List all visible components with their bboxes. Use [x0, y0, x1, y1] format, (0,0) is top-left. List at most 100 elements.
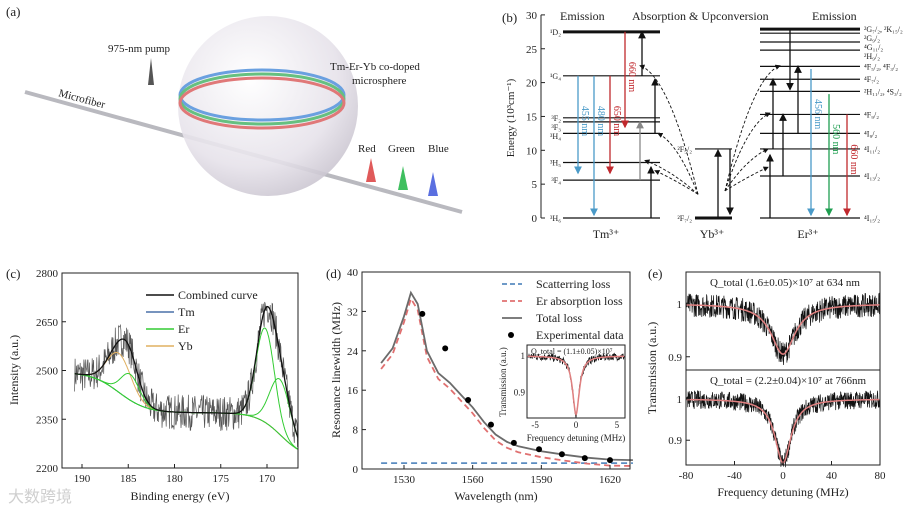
inset-y-axis-label: Transmission (a.u.) [498, 347, 508, 416]
x-tick-label: -40 [727, 470, 742, 482]
panel-a: (a) 975-nm pump Tm-Er-Yb co-doped micros… [6, 4, 463, 214]
x-tick-label: 175 [213, 473, 230, 485]
experimental-data-point [487, 421, 494, 428]
plot-frame [61, 272, 299, 469]
title-emission-right: Emission [812, 9, 857, 23]
inset-x-tick-label: 0 [574, 420, 579, 430]
y-tick-label: 1 [677, 299, 683, 311]
energy-transfer-arrow [724, 148, 769, 192]
x-tick-label: 1620 [599, 474, 622, 486]
y-tick-label: 24 [347, 346, 359, 358]
panel-c-label: (c) [6, 266, 20, 281]
x-tick-label: 180 [166, 473, 183, 485]
experimental-data-point [442, 345, 449, 352]
energy-transfer-arrow [654, 170, 699, 195]
lorentzian-fit-curve [686, 304, 880, 355]
legend-label: Tm [178, 305, 195, 319]
emission-label: 660 nm [626, 62, 637, 92]
ion-label-er: Er³⁺ [797, 227, 818, 241]
pump-label: 975-nm pump [108, 43, 171, 55]
y-axis-label: Energy (10³cm⁻¹) [505, 78, 517, 157]
energy-level-label: ²G₇/₂, ²K₁₅/₂ [864, 25, 903, 34]
y-axis-label: Resonance linewidth (MHz) [329, 302, 343, 438]
panel-c: 190 185 180 175 170 2200 2350 2500 2650 2800 (c) Bi… [6, 266, 299, 503]
sphere-label-2: microsphere [352, 75, 406, 87]
energy-level-label: ³H₅ [550, 158, 561, 167]
panel-d-label: (d) [326, 266, 341, 281]
energy-level-label: ⁴I₁₃/₂ [864, 172, 880, 181]
inset-fit-curve [527, 355, 625, 416]
panel-d: 1530 1560 1590 1620 0 8 16 24 32 40 (d) Wavelength … [326, 266, 633, 503]
green-label: Green [388, 143, 415, 155]
y-tick-label: 10 [526, 145, 538, 157]
series-1-line [380, 296, 633, 467]
x-tick-label: -80 [679, 470, 694, 482]
title-emission-left: Emission [560, 9, 605, 23]
title-absorption: Absorption & Upconversion [632, 9, 769, 23]
panel-b: (b) 0 5 10 15 20 25 30 Energy (10³cm⁻¹) Emission A… [502, 9, 903, 241]
x-tick-label: 1530 [393, 474, 416, 486]
energy-level-label: ²F₇/₂ [677, 214, 692, 223]
y-tick-label: 2200 [36, 463, 59, 475]
y-tick-label: 30 [526, 10, 538, 22]
energy-transfer-arrow [724, 64, 781, 192]
y-tick-label: 15 [526, 111, 538, 123]
y-axis-label: Transmission (a.u.) [645, 322, 659, 415]
experimental-data-point [510, 439, 517, 446]
energy-transfer-arrow [724, 166, 769, 192]
energy-transfer-arrow [644, 159, 699, 195]
legend-label: Combined curve [178, 288, 258, 302]
energy-level-label: ²H₁₁/₂, ⁴S₃/₂ [864, 87, 902, 96]
sphere-label-1: Tm-Er-Yb co-doped [330, 61, 420, 73]
red-ring [178, 76, 346, 130]
y-tick-label: 40 [347, 267, 359, 279]
experimental-data-point [419, 310, 426, 317]
y-tick-label: 32 [347, 306, 358, 318]
combined-fit-curve [74, 305, 299, 439]
energy-level-label: ¹G₄ [550, 72, 561, 81]
energy-level-label: ⁴F₅/₂, ⁴F₃/₂ [864, 62, 898, 71]
panel-b-label: (b) [502, 10, 517, 25]
x-axis-label: Wavelength (nm) [454, 489, 537, 503]
emission-label: 455 nm [579, 106, 590, 137]
x-tick-label: 1590 [530, 474, 553, 486]
ion-label-yb: Yb³⁺ [700, 227, 725, 241]
energy-level-label: ⁴I₁₁/₂ [864, 145, 880, 154]
panel-e: 0.9 1 Q_total (1.6±0.05)×10⁷ at 634 nm 0.9 1… [645, 266, 886, 499]
energy-level-label: ¹D₂ [550, 28, 561, 37]
y-tick-label: 0 [532, 213, 538, 225]
x-tick-label: 190 [74, 473, 91, 485]
x-tick-label: 80 [875, 470, 887, 482]
emission-label: 650 nm [611, 106, 622, 137]
energy-transfer-arrow [724, 112, 771, 192]
red-pulse [366, 158, 376, 182]
y-tick-label: 0 [353, 464, 359, 476]
legend-label: Yb [178, 339, 193, 353]
y-tick-label: 25 [526, 44, 538, 56]
red-label: Red [358, 143, 376, 155]
x-axis-label: Frequency detuning (MHz) [717, 485, 848, 499]
experimental-data-point [465, 397, 472, 404]
inset-y-tick-label: 0.9 [514, 387, 526, 397]
q-annotation: Q_total = (2.2±0.04)×10⁷ at 766nm [710, 375, 867, 387]
data-trace [686, 292, 880, 366]
energy-level-label: ⁴G₁₁/₂ [864, 43, 883, 52]
watermark: 大数跨境 [8, 487, 72, 506]
experimental-data-point [536, 446, 543, 453]
energy-level-label: ⁴F₇/₂ [864, 75, 879, 84]
plot-frame [361, 271, 631, 470]
inset-data-trace [527, 352, 625, 418]
x-tick-label: 170 [259, 473, 276, 485]
energy-level-label: ⁴I₁₅/₂ [864, 214, 880, 223]
energy-level-label: ⁴F₉/₂ [864, 110, 879, 119]
energy-level-label: ³F₂ [551, 114, 561, 123]
emission-label: 560 nm [830, 124, 841, 155]
energy-level-label: ³H₄ [550, 132, 561, 141]
raw-data-trace [74, 301, 299, 448]
inset-x-tick-label: -5 [531, 420, 539, 430]
energy-level-label: ²G₉/₂ [864, 34, 880, 43]
panel-a-label: (a) [6, 4, 20, 19]
y-tick-label: 16 [347, 385, 359, 397]
x-tick-label: 0 [780, 470, 786, 482]
